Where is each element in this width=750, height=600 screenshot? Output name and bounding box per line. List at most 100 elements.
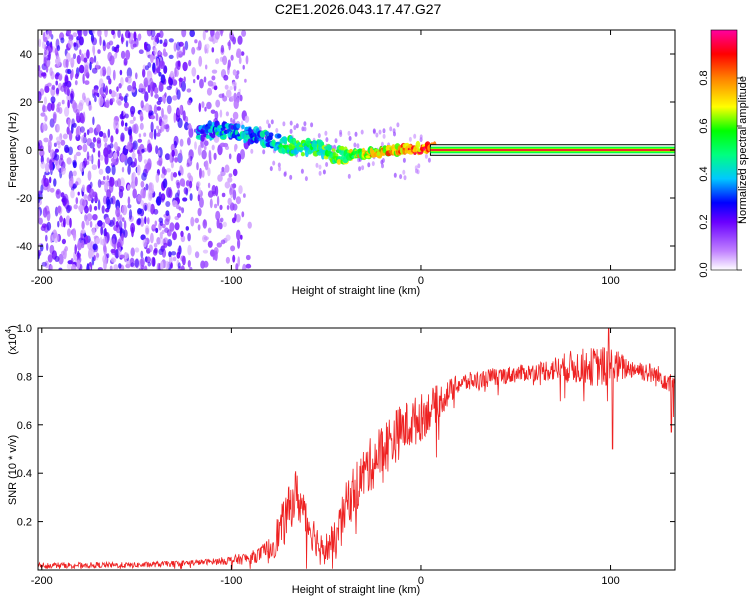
spectrogram-noise-blob: [92, 136, 97, 143]
spectrogram-noise-blob: [59, 215, 63, 223]
spectrogram-noise-blob: [210, 37, 214, 42]
spectrogram-noise-blob: [86, 151, 90, 161]
spectrogram-noise-blob: [217, 144, 223, 156]
spectrogram-noise-blob: [393, 172, 397, 178]
spectrogram-noise-blob: [176, 109, 181, 116]
spectrogram-signal-blob: [326, 144, 332, 151]
snr-y-scale-exponent: 4: [4, 328, 13, 333]
spectrogram-noise-blob: [187, 260, 191, 268]
spectrogram-noise-blob: [56, 56, 61, 67]
spectrogram-noise-blob: [213, 85, 218, 91]
spectrogram-noise-blob: [136, 164, 141, 176]
spectrogram-noise-blob: [76, 54, 81, 65]
spectrogram-noise-blob: [137, 138, 143, 143]
spectrogram-noise-blob: [159, 236, 164, 246]
spectrogram-signal-blob: [336, 159, 342, 165]
spectrogram-noise-blob: [82, 143, 88, 153]
spectrogram-noise-blob: [67, 118, 71, 128]
spectrogram-noise-blob: [187, 244, 192, 256]
spectrogram-x-label: Height of straight line (km): [292, 285, 420, 297]
spectrogram-noise-blob: [245, 263, 252, 269]
spectrogram-noise-blob: [52, 111, 57, 120]
spectrogram-noise-blob: [197, 40, 202, 51]
spectrogram-noise-blob: [224, 181, 231, 189]
snr-background: [38, 328, 675, 570]
spectrogram-noise-blob: [61, 250, 65, 256]
spectrogram-noise-blob: [111, 164, 116, 176]
spectrogram-noise-blob: [402, 157, 406, 163]
spectrogram-noise-blob: [222, 95, 228, 102]
spectrogram-noise-blob: [310, 122, 314, 128]
spectrogram-noise-blob: [42, 41, 45, 49]
spectrogram-noise-blob: [232, 254, 236, 263]
spectrogram-noise-blob: [228, 173, 233, 178]
spectrogram-noise-blob: [53, 142, 57, 147]
spectrogram-noise-blob: [417, 163, 421, 169]
spectrogram-noise-blob: [214, 31, 220, 40]
spectrogram-noise-blob: [153, 128, 157, 140]
spectrogram-noise-blob: [107, 128, 111, 138]
spectrogram-noise-blob: [218, 222, 223, 230]
spectrogram-noise-blob: [85, 220, 90, 226]
snr-series-line: [38, 328, 675, 570]
spectrogram-noise-blob: [106, 199, 111, 210]
spectrogram-noise-blob: [156, 132, 161, 137]
spectrogram-noise-blob: [103, 147, 109, 158]
spectrogram-noise-blob: [204, 160, 209, 171]
spectrogram-noise-blob: [57, 123, 60, 133]
spectrogram-noise-blob: [92, 243, 98, 251]
spectrogram-noise-blob: [207, 240, 213, 248]
spectrogram-noise-blob: [38, 38, 42, 48]
spectrogram-noise-blob: [135, 72, 138, 80]
spectrogram-noise-blob: [147, 217, 150, 225]
spectrogram-noise-blob: [173, 112, 177, 124]
spectrogram-noise-blob: [217, 174, 223, 182]
spectrogram-noise-blob: [139, 111, 144, 122]
spectrogram-noise-blob: [159, 231, 163, 239]
spectrogram-noise-blob: [120, 50, 126, 59]
spectrogram-noise-blob: [101, 205, 105, 214]
spectrogram-noise-blob: [38, 139, 43, 150]
spectrogram-noise-blob: [97, 158, 101, 169]
spectrogram-noise-blob: [169, 152, 172, 164]
spectrogram-noise-blob: [154, 93, 159, 99]
spectrogram-noise-blob: [238, 56, 242, 65]
x-tick-label: 0: [418, 275, 424, 287]
spectrogram-noise-blob: [70, 57, 75, 68]
spectrogram-noise-blob: [144, 204, 147, 212]
spectrogram-noise-blob: [144, 216, 147, 225]
spectrogram-noise-blob: [84, 80, 90, 85]
y-tick-label: 0.6: [17, 420, 32, 432]
spectrogram-noise-blob: [347, 130, 351, 136]
spectrogram-noise-blob: [42, 122, 47, 132]
colorbar-tick-label: 0.0: [698, 262, 710, 277]
spectrogram-noise-blob: [211, 144, 215, 151]
spectrogram-noise-blob: [106, 189, 111, 199]
snr-y-label: SNR (10 * v/v): [7, 435, 19, 505]
spectrogram-noise-blob: [62, 133, 68, 140]
spectrogram-noise-blob: [70, 175, 74, 185]
spectrogram-noise-blob: [127, 196, 131, 206]
spectrogram-noise-blob: [247, 221, 252, 229]
spectrogram-noise-blob: [174, 157, 179, 163]
spectrogram-noise-blob: [226, 89, 232, 98]
spectrogram-noise-blob: [230, 189, 233, 199]
spectrogram-noise-blob: [187, 99, 192, 106]
spectrogram-noise-blob: [42, 207, 48, 218]
spectrogram-noise-blob: [225, 111, 229, 117]
spectrogram-noise-blob: [161, 108, 164, 118]
spectrogram-noise-blob: [132, 80, 137, 90]
spectrogram-noise-blob: [81, 184, 86, 193]
spectrogram-noise-blob: [63, 217, 66, 228]
spectrogram-noise-blob: [126, 67, 133, 79]
spectrogram-noise-blob: [86, 129, 90, 136]
spectrogram-noise-blob: [157, 149, 161, 156]
spectrogram-noise-blob: [172, 95, 178, 101]
spectrogram-noise-blob: [167, 104, 172, 115]
spectrogram-noise-blob: [237, 35, 243, 45]
spectrogram-signal-blob: [211, 121, 215, 127]
spectrogram-noise-blob: [120, 153, 126, 163]
spectrogram-noise-blob: [189, 180, 193, 189]
spectrogram-noise-blob: [214, 250, 218, 262]
spectrogram-noise-blob: [54, 73, 60, 80]
